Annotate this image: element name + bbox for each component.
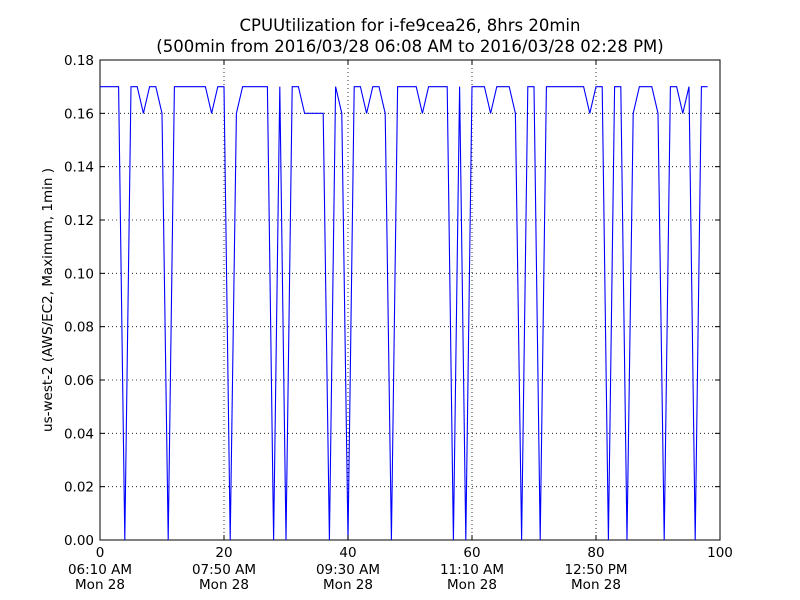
x-tick-label: 80	[587, 545, 604, 561]
y-tick-label: 0.08	[64, 320, 94, 336]
plot-area	[99, 59, 721, 541]
chart-subtitle: (500min from 2016/03/28 06:08 AM to 2016…	[156, 37, 663, 56]
y-tick-label: 0.14	[64, 160, 94, 176]
x-tick-day-label: Mon 28	[199, 577, 249, 593]
x-tick-label: 0	[96, 545, 105, 561]
x-tick-day-label: Mon 28	[447, 577, 497, 593]
y-tick-label: 0.10	[64, 266, 94, 282]
x-tick-day-label: Mon 28	[75, 577, 125, 593]
x-tick-label: 20	[215, 545, 232, 561]
series-line	[100, 86, 708, 541]
x-tick-time-label: 07:50 AM	[192, 562, 256, 578]
y-tick-label: 0.06	[64, 373, 94, 389]
y-tick-label: 0.04	[64, 426, 94, 442]
y-tick-label: 0.02	[64, 480, 94, 496]
x-tick-day-label: Mon 28	[571, 577, 621, 593]
x-tick-time-label: 06:10 AM	[68, 562, 132, 578]
axis-ticks: 0.00 0.02 0.04 0.06 0.08 0.10 0.12 0.14 0.16 0.18…	[64, 53, 733, 593]
x-tick-time-label: 11:10 AM	[440, 562, 504, 578]
y-tick-label: 0.16	[64, 106, 94, 122]
x-tick-day-label: Mon 28	[323, 577, 373, 593]
x-tick-label: 100	[707, 545, 733, 561]
y-axis-label: us-west-2 (AWS/EC2, Maximum, 1min )	[40, 168, 56, 432]
x-tick-time-label: 12:50 PM	[565, 562, 628, 578]
y-tick-label: 0.00	[64, 533, 94, 549]
x-tick-time-label: 09:30 AM	[316, 562, 380, 578]
x-tick-label: 60	[463, 545, 480, 561]
chart-title: CPUUtilization for i-fe9cea26, 8hrs 20mi…	[240, 16, 581, 35]
grid-lines	[100, 60, 720, 540]
x-tick-label: 40	[339, 545, 356, 561]
series-layer	[100, 86, 708, 541]
y-tick-label: 0.18	[64, 53, 94, 69]
y-tick-label: 0.12	[64, 213, 94, 229]
